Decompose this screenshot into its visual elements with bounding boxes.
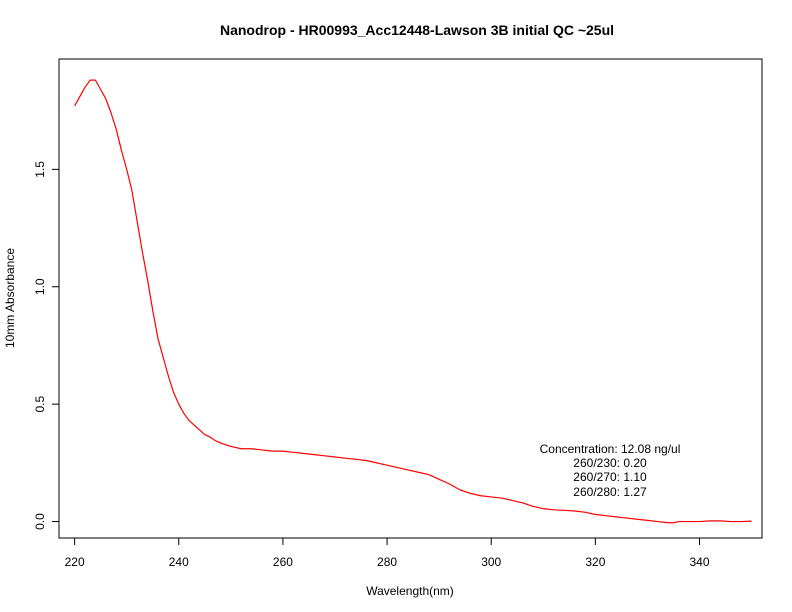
series-layer bbox=[74, 79, 752, 524]
x-tick-label: 320 bbox=[585, 555, 605, 569]
stats-annotation: Concentration: 12.08 ng/ul 260/230: 0.20… bbox=[540, 442, 681, 499]
x-tick-label: 260 bbox=[273, 555, 293, 569]
ratio-260-280-label: 260/280: 1.27 bbox=[573, 485, 647, 499]
y-axis-label: 10mm Absorbance bbox=[3, 248, 17, 348]
x-axis: 220 240 260 280 300 320 340 bbox=[65, 537, 710, 569]
y-tick-label: 1.5 bbox=[33, 161, 47, 178]
x-tick-label: 300 bbox=[481, 555, 501, 569]
x-tick-label: 340 bbox=[689, 555, 709, 569]
concentration-label: Concentration: 12.08 ng/ul bbox=[540, 442, 681, 456]
series-line-0 bbox=[74, 79, 752, 524]
chart-title: Nanodrop - HR00993_Acc12448-Lawson 3B in… bbox=[220, 22, 614, 38]
ratio-260-230-label: 260/230: 0.20 bbox=[573, 456, 647, 470]
x-tick-label: 280 bbox=[377, 555, 397, 569]
ratio-260-270-label: 260/270: 1.10 bbox=[573, 470, 647, 484]
x-tick-label: 220 bbox=[65, 555, 85, 569]
plot-frame bbox=[58, 58, 763, 539]
x-axis-label: Wavelength(nm) bbox=[366, 584, 454, 598]
y-tick-label: 0.5 bbox=[33, 395, 47, 412]
y-tick-label: 1.0 bbox=[33, 278, 47, 295]
y-tick-label: 0.0 bbox=[33, 513, 47, 530]
x-tick-label: 240 bbox=[169, 555, 189, 569]
y-axis: 0.0 0.5 1.0 1.5 bbox=[33, 161, 60, 530]
